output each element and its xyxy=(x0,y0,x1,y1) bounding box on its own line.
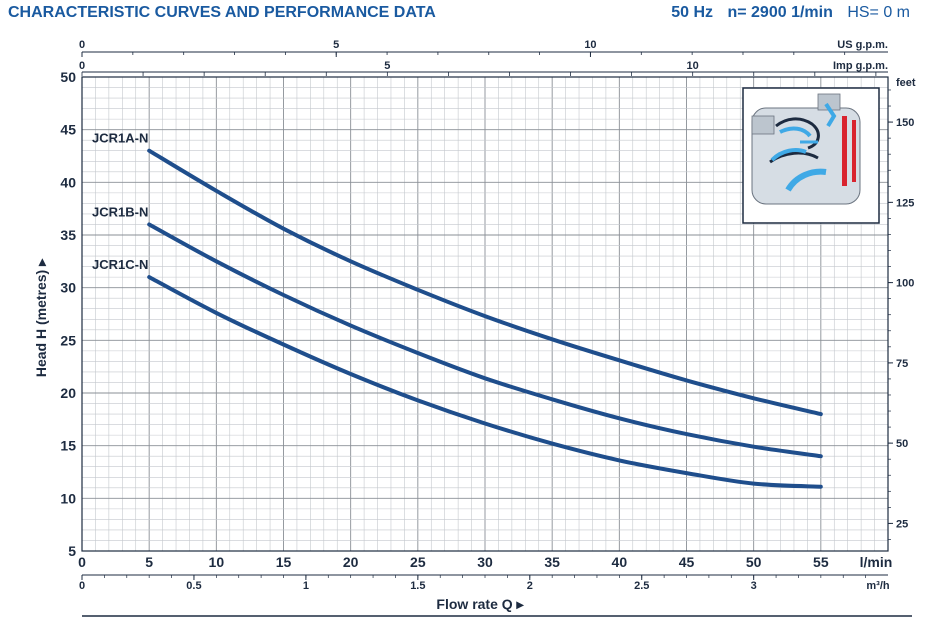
m3h-tick-label: 0.5 xyxy=(186,580,201,592)
y-tick-label: 10 xyxy=(60,490,76,506)
chart-grid xyxy=(81,76,889,552)
x-axis-title: Flow rate Q ▸ xyxy=(436,596,524,612)
curve-layer: JCR1A-N JCR1B-N JCR1C-N xyxy=(92,131,823,489)
page-title: CHARACTERISTIC CURVES AND PERFORMANCE DA… xyxy=(8,4,436,21)
imp-gpm-tick-label: 0 xyxy=(79,60,85,72)
y-tick-label: 5 xyxy=(68,543,76,559)
curve-label-jcr1a-n: JCR1A-N xyxy=(92,131,148,146)
x-tick-label: 45 xyxy=(679,554,695,570)
y-tick-label: 30 xyxy=(60,280,76,296)
curve-line-jcr1a-n xyxy=(147,148,823,417)
m3h-tick-label: 2.5 xyxy=(634,580,649,592)
feet-tick-label: 150 xyxy=(896,117,914,129)
x-tick-label: 30 xyxy=(477,554,493,570)
x-tick-label: 55 xyxy=(813,554,829,570)
feet-tick-label: 75 xyxy=(896,358,908,370)
x-tick-label: 50 xyxy=(746,554,762,570)
operating-conditions: 50 Hz n= 2900 1/min HS= 0 m xyxy=(661,4,910,22)
frequency-label: 50 Hz xyxy=(671,4,714,21)
curve-line-jcr1c-n xyxy=(147,275,823,489)
y-axis-title: Head H (metres) ▸ xyxy=(33,258,49,377)
curve-label-jcr1b-n: JCR1B-N xyxy=(92,204,148,219)
m3h-tick-label: 1 xyxy=(303,580,309,592)
feet-unit-label: feet xyxy=(896,77,916,89)
x-tick-label: 40 xyxy=(612,554,628,570)
feet-tick-label: 125 xyxy=(896,197,914,209)
y-tick-label: 15 xyxy=(60,438,76,454)
y-tick-label: 40 xyxy=(60,174,76,190)
suction-height-label: HS= 0 m xyxy=(847,4,910,21)
imp-gpm-tick-label: 10 xyxy=(687,60,699,72)
x-tick-label: 20 xyxy=(343,554,359,570)
curve-line-jcr1b-n xyxy=(147,222,823,459)
speed-label: n= 2900 1/min xyxy=(727,4,833,21)
y-tick-label: 45 xyxy=(60,122,76,138)
m3h-tick-label: 3 xyxy=(751,580,757,592)
x-tick-label: 10 xyxy=(209,554,225,570)
plot-frame xyxy=(81,76,889,552)
m3h-tick-label: 1.5 xyxy=(410,580,425,592)
x-tick-label: 15 xyxy=(276,554,292,570)
chart-axes: 0 5 10 15 20 25 30 35 40 45 50 55 l/min5101520253035… xyxy=(33,39,916,612)
y-tick-label: 35 xyxy=(60,227,76,243)
m3h-tick-label: 2 xyxy=(527,580,533,592)
y-tick-label: 25 xyxy=(60,332,76,348)
us-gpm-tick-label: 5 xyxy=(333,39,339,51)
feet-tick-label: 25 xyxy=(896,518,908,530)
m3h-tick-label: 0 xyxy=(79,580,85,592)
pump-cross-section-icon xyxy=(742,87,880,224)
us-gpm-tick-label: 0 xyxy=(79,39,85,51)
imp-gpm-unit-label: Imp g.p.m. xyxy=(833,60,888,72)
x-tick-label: 5 xyxy=(145,554,153,570)
imp-gpm-tick-label: 5 xyxy=(384,60,390,72)
x-tick-label: 0 xyxy=(78,554,86,570)
x-tick-label: 35 xyxy=(544,554,560,570)
x-tick-label: 25 xyxy=(410,554,426,570)
m3h-unit-label: m³/h xyxy=(866,580,890,592)
feet-tick-label: 50 xyxy=(896,438,908,450)
curve-label-jcr1c-n: JCR1C-N xyxy=(92,257,148,272)
feet-tick-label: 100 xyxy=(896,278,914,290)
us-gpm-tick-label: 10 xyxy=(584,39,596,51)
y-tick-label: 50 xyxy=(60,69,76,85)
us-gpm-unit-label: US g.p.m. xyxy=(837,39,888,51)
y-tick-label: 20 xyxy=(60,385,76,401)
x-unit-label: l/min xyxy=(860,554,893,570)
